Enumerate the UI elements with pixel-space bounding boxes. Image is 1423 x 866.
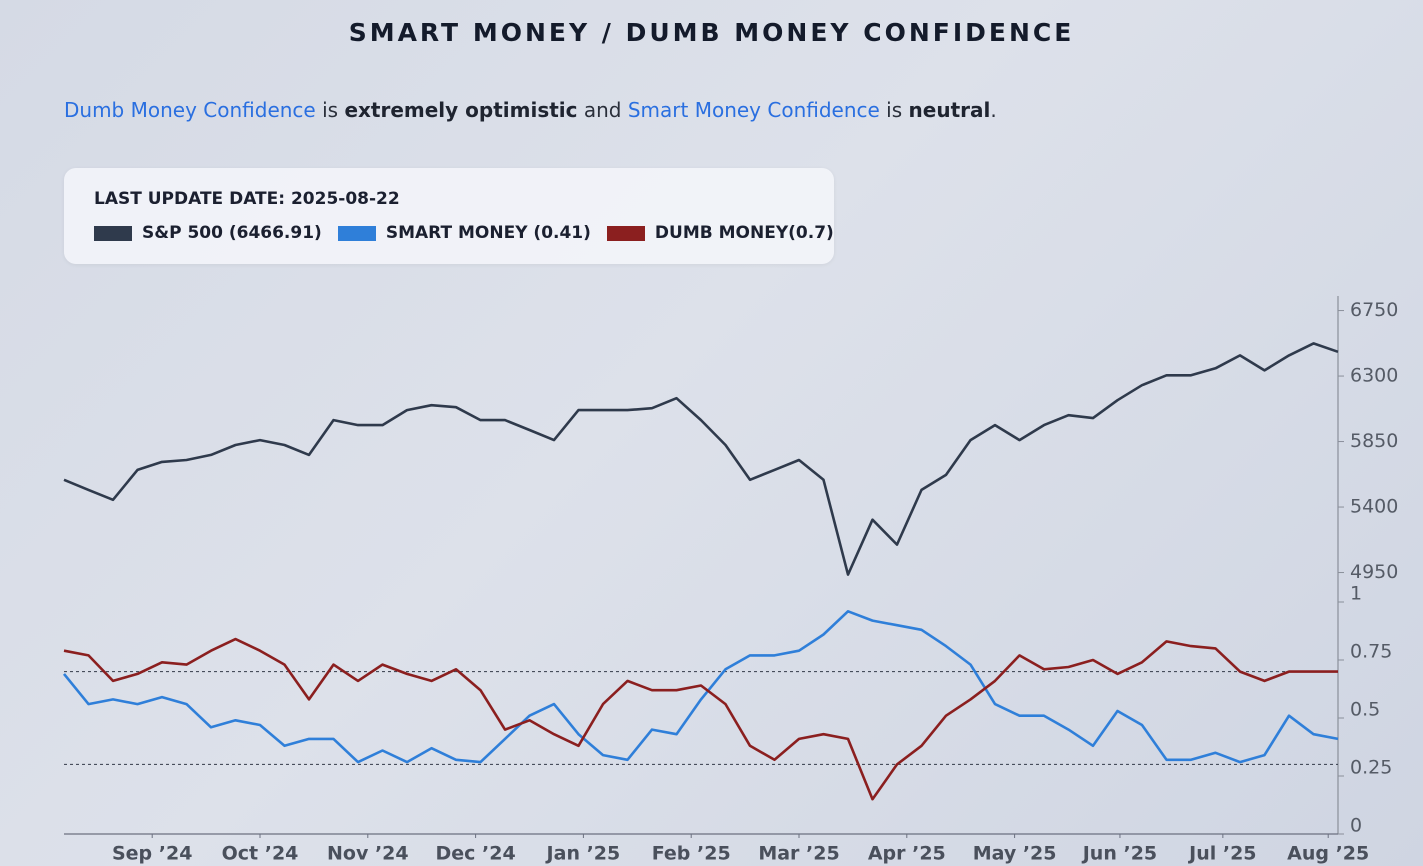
legend-swatch [94,225,132,241]
y-tick-label: 4950 [1350,561,1398,583]
summary-part: neutral [908,98,991,122]
x-tick-label: Oct ’24 [222,843,299,865]
y2-tick-label: 0.75 [1350,641,1392,663]
x-tick-label: Aug ’25 [1287,843,1369,865]
legend: LAST UPDATE DATE: 2025-08-22 S&P 500 (64… [64,168,834,264]
y-tick-label: 6750 [1350,299,1398,321]
y2-tick-label: 0.5 [1350,699,1380,721]
x-tick-label: Dec ’24 [435,843,515,865]
y2-tick-label: 0 [1350,815,1362,837]
x-tick-label: Nov ’24 [327,843,409,865]
y-tick-label: 5850 [1350,430,1398,452]
legend-label: SMART MONEY (0.41) [385,223,591,243]
series-line [63,637,1338,801]
y-tick-label: 6300 [1350,365,1398,387]
summary-part: is [315,98,345,122]
summary: Dumb Money Confidence is extremely optim… [64,98,997,122]
summary-part: is [879,98,909,122]
x-tick-label: Mar ’25 [758,843,839,865]
x-tick-label: Apr ’25 [868,843,946,865]
x-tick-label: Jan ’25 [545,843,621,865]
summary-part: extremely optimistic [344,98,578,122]
y2-tick-label: 1 [1350,583,1362,605]
x-tick-label: Feb ’25 [652,843,731,865]
series-line [63,342,1339,576]
summary-part: and [577,98,628,122]
legend-entry: S&P 500 (6466.91) [94,223,322,243]
y2-tick-label: 0.25 [1350,757,1392,779]
legend-entry: DUMB MONEY(0.7) [606,223,834,243]
legend-label: DUMB MONEY(0.7) [654,223,834,243]
legend-entry: SMART MONEY (0.41) [337,223,591,243]
x-tick-label: Jun ’25 [1081,843,1157,865]
legend-entries: S&P 500 (6466.91) SMART MONEY (0.41) DUMB … [94,223,834,243]
series-line [62,610,1339,764]
summary-part: Smart Money Confidence [627,98,880,122]
summary-part: . [990,98,997,122]
y-tick-label: 5400 [1350,496,1398,518]
last-update: LAST UPDATE DATE: 2025-08-22 [94,189,400,209]
legend-label: S&P 500 (6466.91) [142,223,322,243]
x-tick-label: May ’25 [973,843,1057,865]
legend-swatch [337,225,376,241]
x-tick-label: Sep ’24 [112,843,192,865]
legend-swatch [606,225,645,241]
x-tick-label: Jul ’25 [1187,843,1256,865]
page-title: SMART MONEY / DUMB MONEY CONFIDENCE [348,18,1075,47]
summary-part: Dumb Money Confidence [64,98,316,122]
